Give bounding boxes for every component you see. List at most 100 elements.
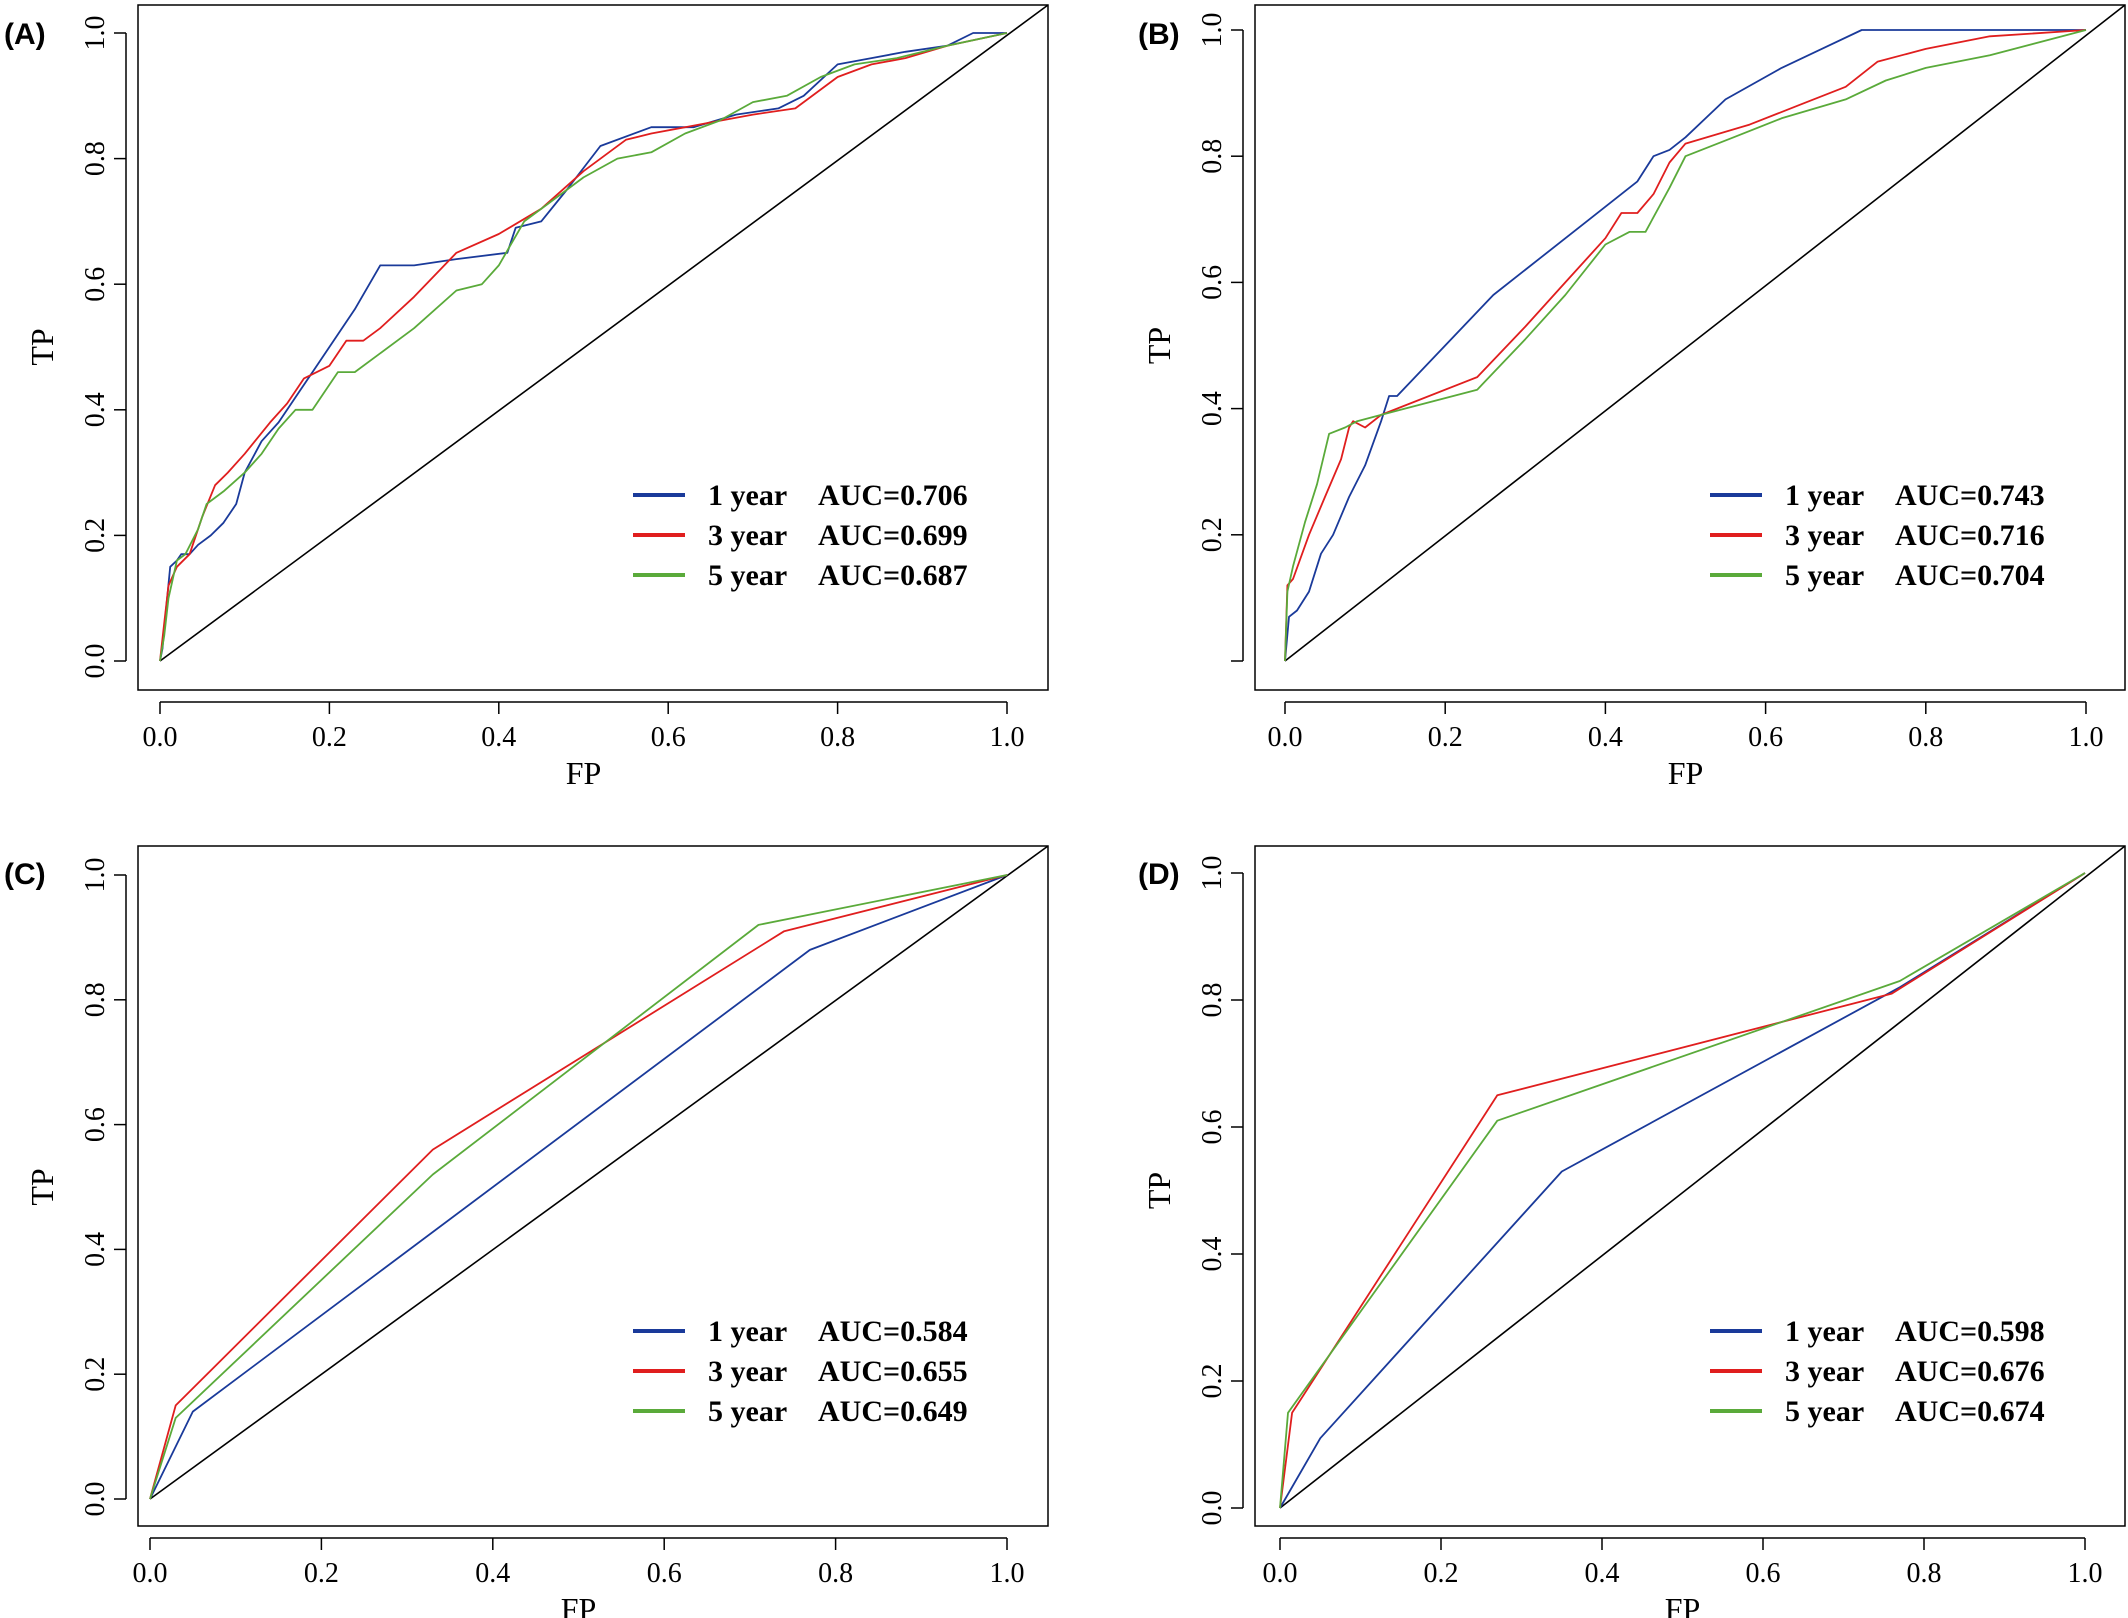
roc-curve-1-year bbox=[1284, 29, 2086, 662]
x-tick-label: 0.4 bbox=[481, 722, 516, 753]
roc-curve-5-year bbox=[1284, 29, 2087, 662]
legend-auc-label: AUC=0.706 bbox=[818, 479, 968, 512]
y-tick-label: 0.2 bbox=[80, 518, 111, 553]
legend-auc-label: AUC=0.716 bbox=[1895, 519, 2045, 552]
y-tick-label: 1.0 bbox=[1197, 856, 1228, 891]
x-axis-title: FP bbox=[1665, 1591, 1701, 1618]
y-tick-label: 1.0 bbox=[80, 858, 111, 893]
x-tick-label: 0.2 bbox=[304, 1558, 339, 1589]
y-tick-label: 0.2 bbox=[1197, 1364, 1228, 1399]
roc-curve-3-year bbox=[149, 874, 1008, 1500]
y-tick-label: 0.2 bbox=[80, 1357, 111, 1392]
legend-series-name: 1 year bbox=[708, 479, 787, 512]
reference-diagonal bbox=[1279, 845, 2126, 1509]
roc-curve-5-year bbox=[1279, 872, 2086, 1509]
roc-panel: (C) 0.0 0.2 0.4 0.6 0.8 1.0 FP 0.0 0.2 0.4 0.6 0.8 1.… bbox=[4, 845, 1049, 1618]
y-tick-label: 0.8 bbox=[80, 141, 111, 176]
x-axis-title: FP bbox=[561, 1591, 597, 1618]
x-tick-label: 0.6 bbox=[1746, 1558, 1781, 1589]
y-tick-label: 1.0 bbox=[1197, 13, 1228, 48]
legend-auc-label: AUC=0.699 bbox=[818, 519, 968, 552]
legend-auc-label: AUC=0.743 bbox=[1895, 479, 2045, 512]
legend-series-name: 5 year bbox=[708, 1395, 787, 1428]
legend-auc-label: AUC=0.687 bbox=[818, 559, 968, 592]
x-tick-label: 1.0 bbox=[2068, 1558, 2103, 1589]
legend-auc-label: AUC=0.584 bbox=[818, 1315, 968, 1348]
roc-curve-5-year bbox=[159, 32, 1008, 662]
x-axis-title: FP bbox=[566, 755, 602, 791]
x-tick-label: 0.0 bbox=[133, 1558, 168, 1589]
plot-frame bbox=[137, 4, 1049, 691]
panel-label: (C) bbox=[4, 858, 46, 891]
x-tick-label: 0.6 bbox=[647, 1558, 682, 1589]
y-tick-label: 0.6 bbox=[1197, 265, 1228, 300]
plot-frame bbox=[1254, 4, 2126, 691]
roc-curve-1-year bbox=[149, 874, 1008, 1500]
x-tick-label: 0.0 bbox=[143, 722, 178, 753]
legend-series-name: 5 year bbox=[1785, 559, 1864, 592]
roc-panel: (A) 0.0 0.2 0.4 0.6 0.8 1.0 FP 0.0 0.2 0.4 0.6 0.8 1.… bbox=[4, 4, 1049, 791]
y-tick-label: 0.4 bbox=[1197, 1237, 1228, 1272]
reference-diagonal bbox=[149, 845, 1049, 1500]
x-tick-label: 0.2 bbox=[1428, 722, 1463, 753]
plot-frame bbox=[137, 845, 1049, 1527]
roc-curve-3-year bbox=[1279, 872, 2086, 1509]
y-tick-label: 0.2 bbox=[1197, 517, 1228, 552]
x-tick-label: 1.0 bbox=[990, 722, 1025, 753]
legend-auc-label: AUC=0.676 bbox=[1895, 1355, 2045, 1388]
legend-series-name: 3 year bbox=[708, 1355, 787, 1388]
x-tick-label: 0.2 bbox=[312, 722, 347, 753]
panel-label: (A) bbox=[4, 18, 46, 51]
plot-frame bbox=[1254, 845, 2126, 1527]
y-tick-label: 0.8 bbox=[1197, 983, 1228, 1018]
x-tick-label: 0.0 bbox=[1268, 722, 1303, 753]
x-tick-label: 0.6 bbox=[651, 722, 686, 753]
legend-series-name: 5 year bbox=[1785, 1395, 1864, 1428]
y-tick-label: 0.0 bbox=[80, 1482, 111, 1517]
legend-auc-label: AUC=0.704 bbox=[1895, 559, 2045, 592]
roc-panel: (D) 0.0 0.2 0.4 0.6 0.8 1.0 FP 0.0 0.2 0.4 0.6 0.8 1.… bbox=[1138, 845, 2126, 1618]
y-axis-title: TP bbox=[24, 1168, 60, 1205]
x-tick-label: 0.6 bbox=[1748, 722, 1783, 753]
x-tick-label: 1.0 bbox=[990, 1558, 1025, 1589]
reference-diagonal bbox=[159, 4, 1049, 662]
x-tick-label: 0.4 bbox=[1585, 1558, 1620, 1589]
y-tick-label: 0.6 bbox=[80, 1107, 111, 1142]
y-tick-label: 0.8 bbox=[1197, 139, 1228, 174]
panel-label: (B) bbox=[1138, 18, 1180, 51]
legend-auc-label: AUC=0.674 bbox=[1895, 1395, 2045, 1428]
x-tick-label: 0.4 bbox=[1588, 722, 1623, 753]
y-tick-label: 0.6 bbox=[80, 267, 111, 302]
x-tick-label: 0.8 bbox=[820, 722, 855, 753]
y-tick-label: 0.4 bbox=[80, 1232, 111, 1267]
y-tick-label: 0.4 bbox=[1197, 391, 1228, 426]
x-tick-label: 0.2 bbox=[1424, 1558, 1459, 1589]
y-tick-label: 0.4 bbox=[80, 392, 111, 427]
x-tick-label: 0.4 bbox=[475, 1558, 510, 1589]
roc-curve-3-year bbox=[1284, 29, 2087, 662]
roc-curve-5-year bbox=[149, 874, 1008, 1500]
x-tick-label: 0.8 bbox=[818, 1558, 853, 1589]
y-axis-title: TP bbox=[24, 328, 60, 365]
legend-series-name: 3 year bbox=[1785, 1355, 1864, 1388]
reference-diagonal bbox=[1284, 4, 2126, 662]
x-axis-title: FP bbox=[1668, 755, 1704, 791]
y-tick-label: 0.6 bbox=[1197, 1110, 1228, 1145]
panel-label: (D) bbox=[1138, 858, 1180, 891]
legend-series-name: 3 year bbox=[1785, 519, 1864, 552]
y-tick-label: 0.8 bbox=[80, 982, 111, 1017]
roc-panel: (B) 0.0 0.2 0.4 0.6 0.8 1.0 FP 0.2 0.4 0.6 0.8 1.0 TP… bbox=[1138, 4, 2126, 791]
x-tick-label: 1.0 bbox=[2069, 722, 2104, 753]
legend-auc-label: AUC=0.655 bbox=[818, 1355, 968, 1388]
x-tick-label: 0.8 bbox=[1907, 1558, 1942, 1589]
y-tick-label: 1.0 bbox=[80, 16, 111, 51]
legend-auc-label: AUC=0.598 bbox=[1895, 1315, 2045, 1348]
y-axis-title: TP bbox=[1141, 1172, 1177, 1209]
legend-series-name: 1 year bbox=[1785, 1315, 1864, 1348]
y-axis-title: TP bbox=[1141, 327, 1177, 364]
legend-series-name: 1 year bbox=[1785, 479, 1864, 512]
y-tick-label: 0.0 bbox=[1197, 1491, 1228, 1526]
legend-auc-label: AUC=0.649 bbox=[818, 1395, 968, 1428]
x-tick-label: 0.8 bbox=[1908, 722, 1943, 753]
